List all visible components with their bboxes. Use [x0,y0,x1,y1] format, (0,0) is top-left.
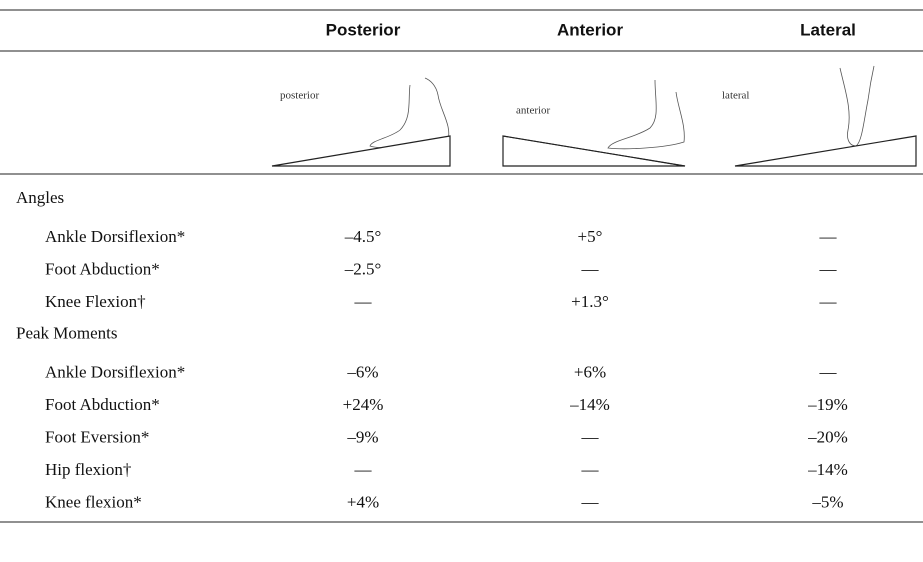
posterior-illustration [271,77,451,167]
column-header: Anterior [557,20,624,39]
cell-value: –2.5° [344,259,382,278]
section-title: Angles [16,188,64,207]
wedge-edge [502,135,686,167]
image-label: lateral [722,90,749,102]
cell-value: — [819,259,838,278]
cell-value: –6% [346,362,378,381]
cell-value: — [581,492,600,511]
row-label: Knee flexion* [45,492,142,511]
cell-value: +24% [343,395,384,414]
cell-value: –19% [807,395,848,414]
cell-value: –9% [346,427,378,446]
section-title: Peak Moments [16,323,118,342]
row-label: Knee Flexion† [45,292,146,311]
cell-value: –14% [569,395,610,414]
row-label: Foot Eversion* [45,427,149,446]
column-header: Lateral [800,20,856,39]
cell-value: — [354,460,373,479]
cell-value: +1.3° [571,292,609,311]
cell-value: — [581,427,600,446]
column-header: Posterior [326,20,401,39]
row-label: Foot Abduction* [45,259,160,278]
row-label: Ankle Dorsiflexion* [45,362,185,381]
cell-value: +6% [574,362,606,381]
cell-value: — [819,362,838,381]
image-label: posterior [280,90,319,102]
cell-value: — [581,460,600,479]
cell-value: –5% [811,492,843,511]
row-label: Foot Abduction* [45,395,160,414]
cell-value: +5° [578,227,603,246]
lateral-illustration [734,65,917,167]
cell-value: –14% [807,460,848,479]
cell-value: — [581,259,600,278]
row-label: Ankle Dorsiflexion* [45,227,185,246]
cell-value: — [819,227,838,246]
cell-value: –20% [807,427,848,446]
cell-value: –4.5° [344,227,382,246]
row-label: Hip flexion† [45,460,131,479]
cell-value: — [354,292,373,311]
cell-value: — [819,292,838,311]
cell-value: +4% [347,492,379,511]
anterior-illustration [502,79,686,167]
image-label: anterior [516,105,551,117]
